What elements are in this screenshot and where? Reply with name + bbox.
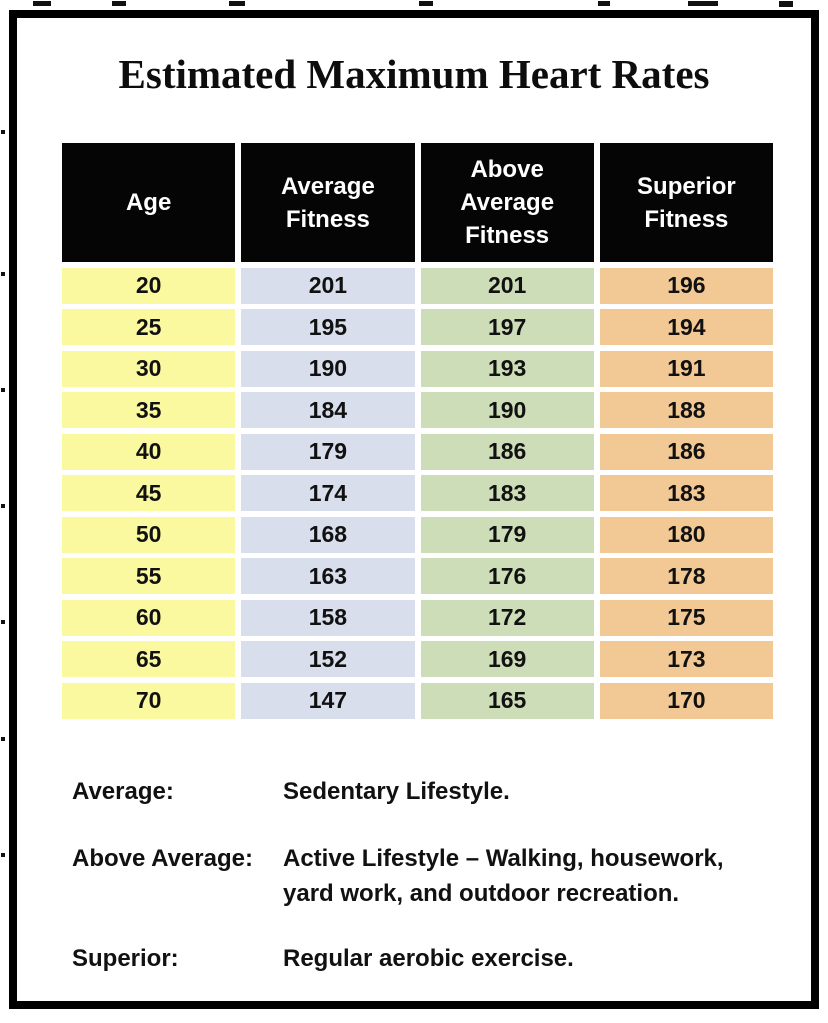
scan-artifact bbox=[419, 1, 433, 6]
scan-artifact bbox=[1, 620, 5, 624]
column-header: Average Fitness bbox=[241, 143, 415, 262]
heart-rate-cell: 186 bbox=[599, 433, 773, 470]
age-cell: 45 bbox=[62, 475, 236, 511]
heart-rate-cell: 178 bbox=[599, 558, 773, 594]
heart-rate-cell: 168 bbox=[241, 516, 415, 553]
age-cell: 25 bbox=[62, 309, 236, 345]
age-cell: 65 bbox=[62, 641, 236, 677]
heart-rate-cell: 201 bbox=[420, 267, 594, 304]
page-title: Estimated Maximum Heart Rates bbox=[118, 51, 710, 97]
heart-rate-cell: 179 bbox=[420, 516, 594, 553]
scan-artifact bbox=[1, 853, 5, 857]
scan-artifact bbox=[229, 1, 245, 6]
age-cell: 20 bbox=[62, 267, 236, 304]
heart-rate-cell: 196 bbox=[599, 267, 773, 304]
age-cell: 30 bbox=[62, 350, 236, 387]
legend-description: Active Lifestyle – Walking, housework, y… bbox=[283, 845, 724, 907]
age-cell: 40 bbox=[62, 433, 236, 470]
legend-description: Sedentary Lifestyle. bbox=[283, 778, 510, 805]
heart-rate-cell: 170 bbox=[599, 682, 773, 719]
heart-rate-cell: 184 bbox=[241, 392, 415, 428]
heart-rate-cell: 165 bbox=[420, 682, 594, 719]
legend-label: Superior: bbox=[72, 945, 179, 972]
heart-rate-cell: 183 bbox=[599, 475, 773, 511]
heart-rate-cell: 193 bbox=[420, 350, 594, 387]
heart-rate-cell: 183 bbox=[420, 475, 594, 511]
scan-artifact bbox=[1, 504, 5, 508]
heart-rate-cell: 175 bbox=[599, 599, 773, 636]
heart-rate-cell: 197 bbox=[420, 309, 594, 345]
column-header: Superior Fitness bbox=[599, 143, 773, 262]
scan-artifact bbox=[33, 1, 51, 6]
heart-rate-cell: 190 bbox=[241, 350, 415, 387]
heart-rate-cell: 180 bbox=[599, 516, 773, 553]
heart-rate-table: Age Average Fitness Above Average Fitness S… bbox=[62, 143, 773, 719]
heart-rate-cell: 172 bbox=[420, 599, 594, 636]
heart-rate-cell: 158 bbox=[241, 599, 415, 636]
scan-artifact bbox=[779, 1, 793, 7]
heart-rate-cell: 190 bbox=[420, 392, 594, 428]
heart-rate-cell: 176 bbox=[420, 558, 594, 594]
age-cell: 35 bbox=[62, 392, 236, 428]
column-header: Age bbox=[62, 143, 236, 262]
heart-rate-cell: 195 bbox=[241, 309, 415, 345]
scan-artifact bbox=[688, 1, 718, 6]
age-cell: 70 bbox=[62, 682, 236, 719]
heart-rate-cell: 191 bbox=[599, 350, 773, 387]
legend-label: Average: bbox=[72, 778, 174, 805]
scan-artifact bbox=[1, 737, 5, 741]
heart-rate-cell: 174 bbox=[241, 475, 415, 511]
legend-item-superior: Superior: Regular aerobic exercise. bbox=[72, 941, 752, 976]
heart-rate-cell: 188 bbox=[599, 392, 773, 428]
heart-rate-cell: 163 bbox=[241, 558, 415, 594]
age-cell: 55 bbox=[62, 558, 236, 594]
heart-rate-cell: 152 bbox=[241, 641, 415, 677]
age-cell: 50 bbox=[62, 516, 236, 553]
heart-rate-cell: 186 bbox=[420, 433, 594, 470]
heart-rate-cell: 169 bbox=[420, 641, 594, 677]
scan-artifact bbox=[112, 1, 126, 6]
heart-rate-cell: 201 bbox=[241, 267, 415, 304]
scan-artifact bbox=[598, 1, 610, 6]
scan-artifact bbox=[1, 130, 5, 134]
scan-artifact bbox=[1, 272, 5, 276]
age-cell: 60 bbox=[62, 599, 236, 636]
legend-item-average: Average: Sedentary Lifestyle. bbox=[72, 774, 752, 809]
heart-rate-cell: 194 bbox=[599, 309, 773, 345]
legend-item-above-average: Above Average: Active Lifestyle – Walkin… bbox=[72, 841, 752, 911]
legend-description: Regular aerobic exercise. bbox=[283, 945, 574, 972]
heart-rate-cell: 147 bbox=[241, 682, 415, 719]
scan-artifact bbox=[1, 388, 5, 392]
heart-rate-cell: 173 bbox=[599, 641, 773, 677]
legend-label: Above Average: bbox=[72, 845, 253, 872]
column-header: Above Average Fitness bbox=[420, 143, 594, 262]
heart-rate-cell: 179 bbox=[241, 433, 415, 470]
